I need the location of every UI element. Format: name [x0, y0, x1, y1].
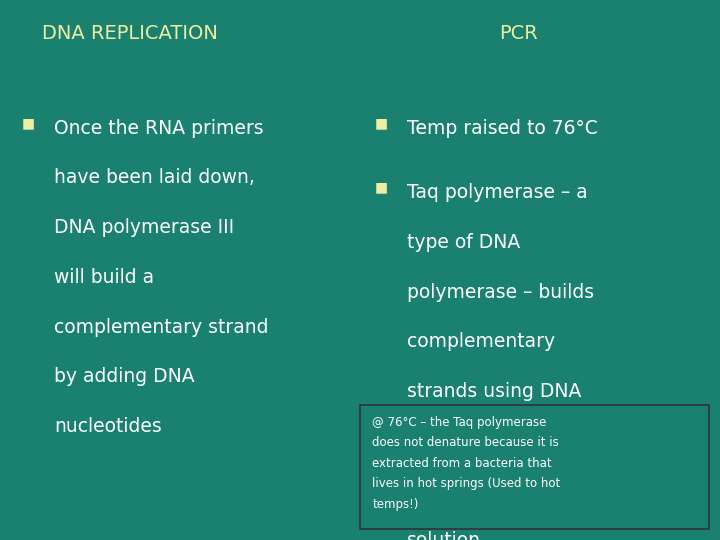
Text: type of DNA: type of DNA [407, 233, 520, 252]
FancyBboxPatch shape [360, 405, 709, 529]
Text: been added to the: been added to the [407, 482, 580, 501]
Text: extracted from a bacteria that: extracted from a bacteria that [372, 457, 552, 470]
Text: Temp raised to 76°C: Temp raised to 76°C [407, 119, 598, 138]
Text: complementary: complementary [407, 333, 555, 352]
Text: nucleotides: nucleotides [54, 417, 162, 436]
Text: does not denature because it is: does not denature because it is [372, 436, 559, 449]
Text: ■: ■ [22, 116, 35, 130]
Text: strands using DNA: strands using DNA [407, 382, 581, 401]
Text: Once the RNA primers: Once the RNA primers [54, 119, 264, 138]
Text: complementary strand: complementary strand [54, 318, 269, 336]
Text: polymerase – builds: polymerase – builds [407, 283, 594, 302]
Text: DNA polymerase III: DNA polymerase III [54, 218, 234, 237]
Text: ■: ■ [374, 181, 387, 195]
Text: PCR: PCR [499, 24, 538, 43]
Text: DNA REPLICATION: DNA REPLICATION [42, 24, 217, 43]
Text: Taq polymerase – a: Taq polymerase – a [407, 184, 588, 202]
Text: nucleotides that have: nucleotides that have [407, 432, 611, 451]
Text: temps!): temps!) [372, 498, 418, 511]
Text: by adding DNA: by adding DNA [54, 367, 194, 386]
Text: will build a: will build a [54, 268, 154, 287]
Text: lives in hot springs (Used to hot: lives in hot springs (Used to hot [372, 477, 560, 490]
Text: have been laid down,: have been laid down, [54, 168, 255, 187]
Text: solution: solution [407, 531, 481, 540]
Text: ■: ■ [374, 116, 387, 130]
Text: @ 76°C – the Taq polymerase: @ 76°C – the Taq polymerase [372, 416, 546, 429]
